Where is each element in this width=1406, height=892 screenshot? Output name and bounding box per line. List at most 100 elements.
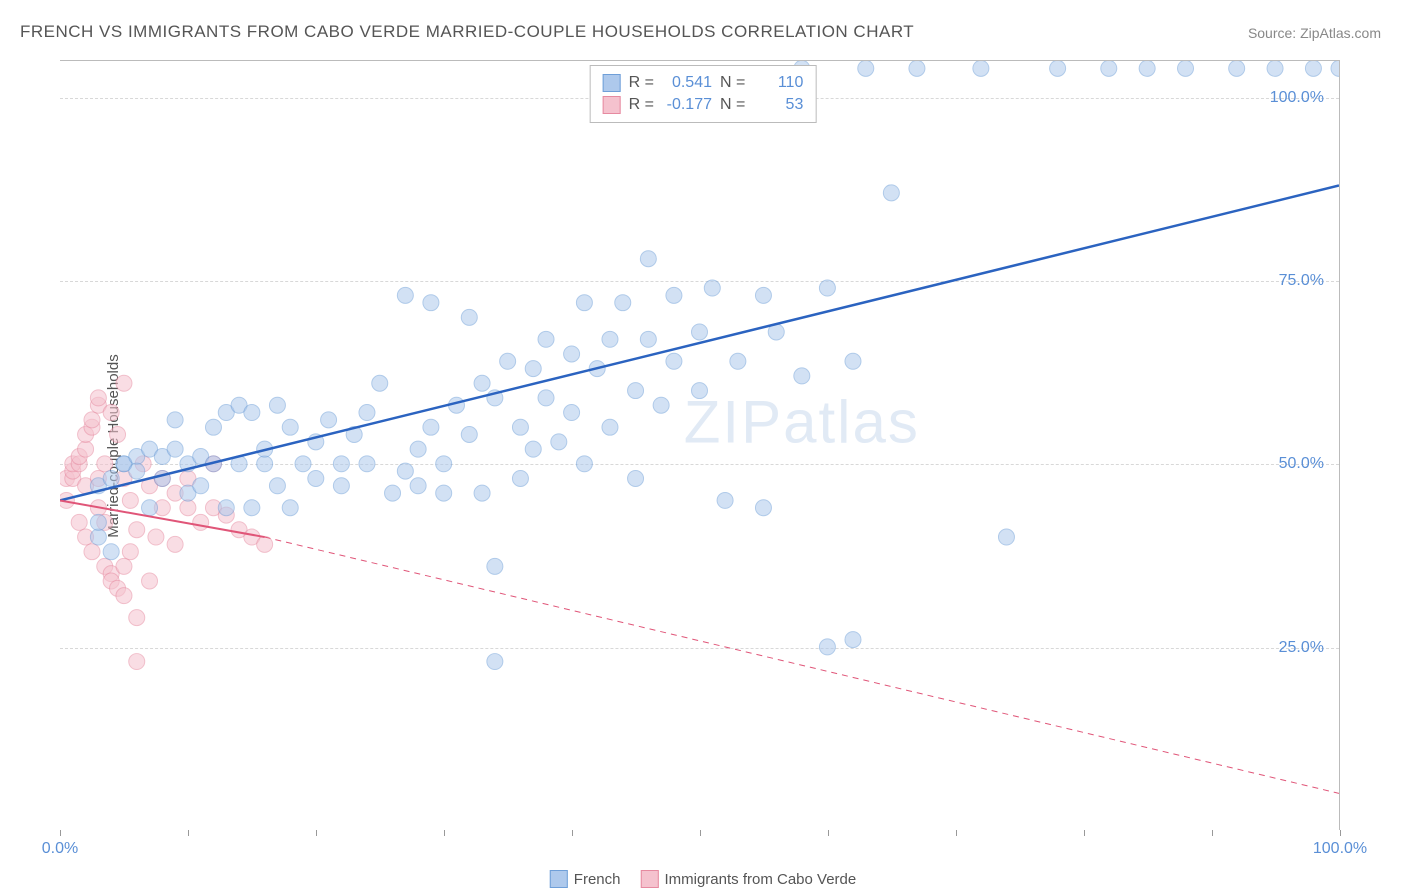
data-point bbox=[359, 405, 375, 421]
data-point bbox=[538, 390, 554, 406]
data-point bbox=[122, 544, 138, 560]
chart-title: FRENCH VS IMMIGRANTS FROM CABO VERDE MAR… bbox=[20, 22, 914, 42]
data-point bbox=[1305, 61, 1321, 76]
data-point bbox=[1178, 61, 1194, 76]
data-point bbox=[423, 295, 439, 311]
x-tick bbox=[956, 830, 957, 836]
data-point bbox=[193, 478, 209, 494]
data-point bbox=[628, 470, 644, 486]
x-tick bbox=[316, 830, 317, 836]
data-point bbox=[122, 492, 138, 508]
data-point bbox=[998, 529, 1014, 545]
data-point bbox=[116, 588, 132, 604]
data-point bbox=[525, 441, 541, 457]
stats-legend: R = 0.541 N = 110 R = -0.177 N = 53 bbox=[590, 65, 817, 123]
x-tick bbox=[444, 830, 445, 836]
x-tick bbox=[700, 830, 701, 836]
data-point bbox=[142, 500, 158, 516]
data-point bbox=[295, 456, 311, 472]
data-point bbox=[410, 478, 426, 494]
chart-container: FRENCH VS IMMIGRANTS FROM CABO VERDE MAR… bbox=[0, 0, 1406, 892]
data-point bbox=[97, 456, 113, 472]
r-label: R = bbox=[629, 74, 654, 92]
data-point bbox=[525, 361, 541, 377]
source-attribution: Source: ZipAtlas.com bbox=[1248, 25, 1381, 41]
data-point bbox=[1229, 61, 1245, 76]
n-value: 110 bbox=[753, 74, 803, 92]
swatch-icon bbox=[603, 96, 621, 114]
data-point bbox=[474, 485, 490, 501]
r-value: -0.177 bbox=[662, 96, 712, 114]
data-point bbox=[1267, 61, 1283, 76]
data-point bbox=[116, 558, 132, 574]
data-point bbox=[1101, 61, 1117, 76]
data-point bbox=[500, 353, 516, 369]
data-point bbox=[148, 529, 164, 545]
legend-label: French bbox=[574, 871, 621, 888]
trend-line-cabo-verde-dashed bbox=[265, 537, 1339, 793]
series-legend: French Immigrants from Cabo Verde bbox=[550, 870, 856, 888]
data-point bbox=[372, 375, 388, 391]
data-point bbox=[321, 412, 337, 428]
data-point bbox=[110, 427, 126, 443]
data-point bbox=[666, 353, 682, 369]
data-point bbox=[244, 500, 260, 516]
legend-item-cabo-verde: Immigrants from Cabo Verde bbox=[640, 870, 856, 888]
data-point bbox=[90, 514, 106, 530]
data-point bbox=[167, 536, 183, 552]
data-point bbox=[218, 500, 234, 516]
x-tick bbox=[188, 830, 189, 836]
data-point bbox=[333, 456, 349, 472]
data-point bbox=[129, 610, 145, 626]
data-point bbox=[551, 434, 567, 450]
data-point bbox=[461, 309, 477, 325]
data-point bbox=[436, 485, 452, 501]
data-point bbox=[193, 514, 209, 530]
n-label: N = bbox=[720, 96, 745, 114]
data-point bbox=[129, 654, 145, 670]
data-point bbox=[257, 456, 273, 472]
data-point bbox=[84, 412, 100, 428]
data-point bbox=[794, 368, 810, 384]
x-tick bbox=[1340, 830, 1341, 836]
data-point bbox=[474, 375, 490, 391]
data-point bbox=[487, 558, 503, 574]
data-point bbox=[333, 478, 349, 494]
data-point bbox=[282, 419, 298, 435]
data-point bbox=[576, 295, 592, 311]
data-point bbox=[858, 61, 874, 76]
data-point bbox=[666, 287, 682, 303]
data-point bbox=[1050, 61, 1066, 76]
data-point bbox=[1331, 61, 1339, 76]
data-point bbox=[410, 441, 426, 457]
data-point bbox=[116, 375, 132, 391]
data-point bbox=[512, 419, 528, 435]
legend-label: Immigrants from Cabo Verde bbox=[664, 871, 856, 888]
data-point bbox=[397, 463, 413, 479]
trend-line-french bbox=[60, 186, 1339, 501]
data-point bbox=[436, 456, 452, 472]
data-point bbox=[397, 287, 413, 303]
data-point bbox=[564, 346, 580, 362]
data-point bbox=[692, 324, 708, 340]
data-point bbox=[512, 470, 528, 486]
data-point bbox=[602, 419, 618, 435]
data-point bbox=[308, 470, 324, 486]
data-point bbox=[717, 492, 733, 508]
data-point bbox=[1139, 61, 1155, 76]
swatch-icon bbox=[603, 74, 621, 92]
data-point bbox=[269, 478, 285, 494]
stats-row-french: R = 0.541 N = 110 bbox=[603, 72, 804, 94]
data-point bbox=[692, 383, 708, 399]
scatter-svg bbox=[60, 61, 1339, 830]
data-point bbox=[103, 470, 119, 486]
data-point bbox=[845, 632, 861, 648]
x-tick bbox=[1212, 830, 1213, 836]
swatch-icon bbox=[550, 870, 568, 888]
data-point bbox=[359, 456, 375, 472]
data-point bbox=[819, 639, 835, 655]
stats-row-cabo-verde: R = -0.177 N = 53 bbox=[603, 94, 804, 116]
data-point bbox=[423, 419, 439, 435]
data-point bbox=[564, 405, 580, 421]
data-point bbox=[602, 331, 618, 347]
